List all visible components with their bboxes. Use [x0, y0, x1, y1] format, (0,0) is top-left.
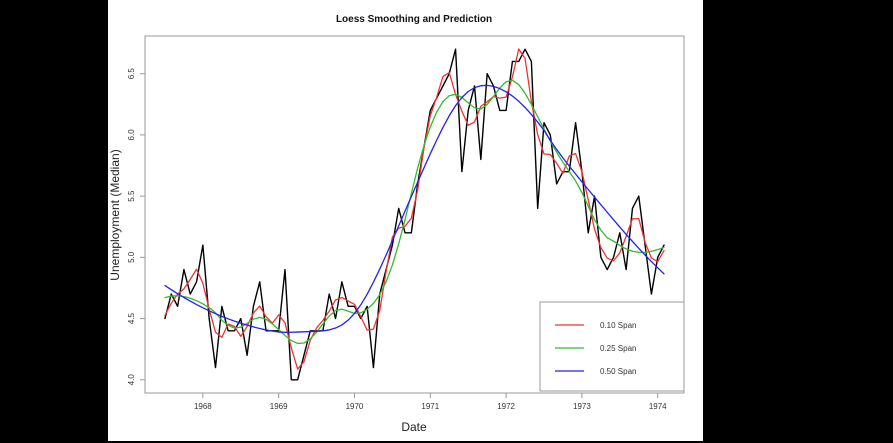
y-tick-label: 6.0 — [127, 129, 136, 141]
series-line-0-10-span — [164, 48, 665, 370]
y-tick-label: 4.5 — [127, 312, 136, 324]
y-tick-label: 5.0 — [127, 251, 136, 263]
x-axis-label: Date — [401, 420, 427, 434]
axis-ticks: 1968 1969 1970 1971 1972 1973 1974 4.0 4.5 5.0 5.5… — [127, 68, 667, 411]
legend: 0.10 Span 0.25 Span 0.50 Span — [539, 301, 685, 392]
y-tick-label: 4.0 — [127, 374, 136, 386]
x-tick-label: 1971 — [421, 402, 439, 411]
legend-label-span-025: 0.25 Span — [600, 344, 636, 353]
x-tick-label: 1970 — [346, 402, 364, 411]
legend-label-span-050: 0.50 Span — [600, 367, 636, 376]
x-tick-label: 1974 — [649, 402, 667, 411]
y-axis-label: Unemployment (Median) — [108, 149, 122, 280]
y-tick-label: 6.5 — [127, 68, 136, 80]
chart-series — [164, 48, 665, 381]
loess-chart-svg: 1968 1969 1970 1971 1972 1973 1974 4.0 4.5 5.0 5.5… — [108, 14, 685, 434]
x-tick-label: 1973 — [573, 402, 591, 411]
x-tick-label: 1969 — [270, 402, 288, 411]
legend-label-span-010: 0.10 Span — [600, 321, 636, 330]
x-tick-label: 1972 — [497, 402, 515, 411]
legend-box — [539, 301, 685, 392]
series-line-0-25-span — [164, 79, 665, 345]
chart-title: Loess Smoothing and Prediction — [336, 14, 492, 25]
series-line-0-50-span — [164, 84, 665, 333]
plot-border — [144, 35, 685, 394]
series-line-observed — [164, 48, 665, 381]
x-tick-label: 1968 — [194, 402, 212, 411]
y-tick-label: 5.5 — [127, 190, 136, 202]
plot-figure: 1968 1969 1970 1971 1972 1973 1974 4.0 4.5 5.0 5.5… — [108, 0, 703, 441]
